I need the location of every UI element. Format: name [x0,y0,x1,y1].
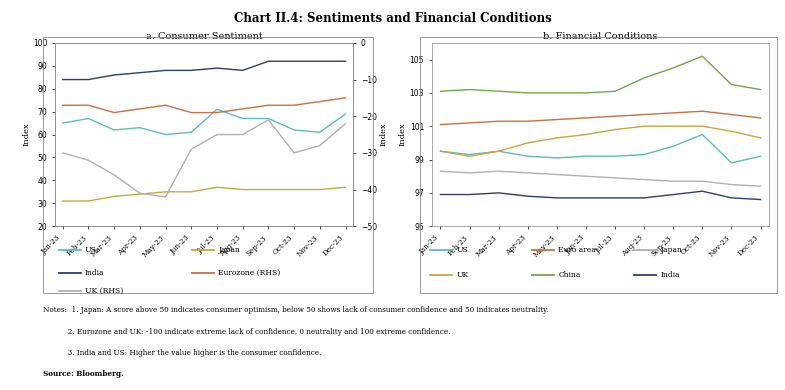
Y-axis label: Index: Index [22,123,30,146]
Text: 2. Eurozone and UK: -100 indicate extreme lack of confidence, 0 neutrality and 1: 2. Eurozone and UK: -100 indicate extrem… [43,328,451,336]
Text: UK (RHS): UK (RHS) [85,287,123,294]
Text: Notes:  1. Japan: A score above 50 indicates consumer optimism, below 50 shows l: Notes: 1. Japan: A score above 50 indica… [43,306,549,314]
Text: India: India [85,269,104,277]
Title: a. Consumer Sentiment: a. Consumer Sentiment [146,32,262,41]
Y-axis label: Index: Index [380,123,388,146]
Text: India: India [660,271,680,279]
Text: US: US [85,246,97,254]
Y-axis label: Index: Index [399,123,407,146]
Text: Japan: Japan [218,246,240,254]
Text: UK: UK [456,271,469,279]
Text: Source: Bloomberg.: Source: Bloomberg. [43,370,124,379]
Text: US: US [456,246,468,254]
Title: b. Financial Conditions: b. Financial Conditions [543,32,658,41]
Text: Chart II.4: Sentiments and Financial Conditions: Chart II.4: Sentiments and Financial Con… [234,12,551,25]
Text: 3. India and US: Higher the value higher is the consumer confidence.: 3. India and US: Higher the value higher… [43,349,322,357]
Text: China: China [558,271,581,279]
Text: Euro area: Euro area [558,246,596,254]
Text: Eurozone (RHS): Eurozone (RHS) [218,269,280,277]
Text: Japan: Japan [660,246,682,254]
